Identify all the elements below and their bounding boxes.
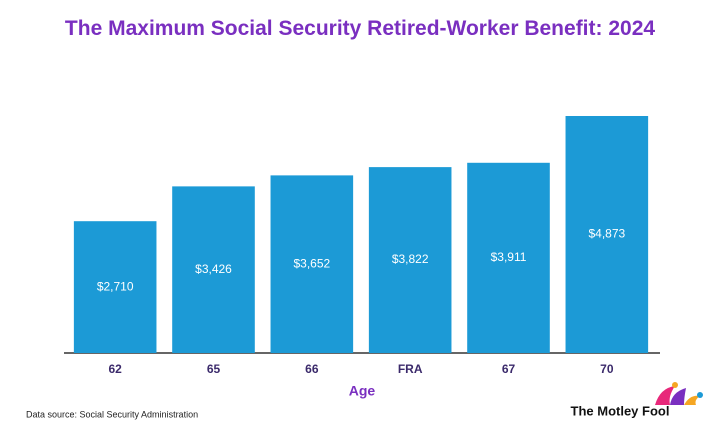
x-tick-label: 70 bbox=[600, 362, 614, 376]
bar bbox=[73, 221, 157, 353]
value-label: $3,911 bbox=[491, 250, 527, 264]
x-axis-label: Age bbox=[349, 383, 376, 399]
bar bbox=[172, 186, 255, 353]
value-label: $3,426 bbox=[195, 262, 232, 276]
x-tick-label: 66 bbox=[305, 362, 319, 376]
x-tick-label: 62 bbox=[108, 362, 122, 376]
bar bbox=[270, 175, 354, 353]
value-label: $3,652 bbox=[293, 256, 330, 270]
bar bbox=[368, 167, 452, 353]
source: Data source: Social Security Administrat… bbox=[26, 409, 198, 419]
logo-icon bbox=[655, 382, 703, 405]
value-label: $2,710 bbox=[97, 279, 134, 293]
value-label: $3,822 bbox=[392, 252, 429, 266]
bar bbox=[467, 162, 550, 353]
x-tick-label: 65 bbox=[207, 362, 221, 376]
x-tick-label: 67 bbox=[502, 362, 516, 376]
x-tick-label: FRA bbox=[398, 362, 423, 376]
logo-text: The Motley Fool bbox=[571, 403, 670, 418]
chart-title: The Maximum Social Security Retired-Work… bbox=[64, 17, 656, 40]
value-label: $4,873 bbox=[588, 227, 625, 241]
bar bbox=[565, 116, 649, 353]
